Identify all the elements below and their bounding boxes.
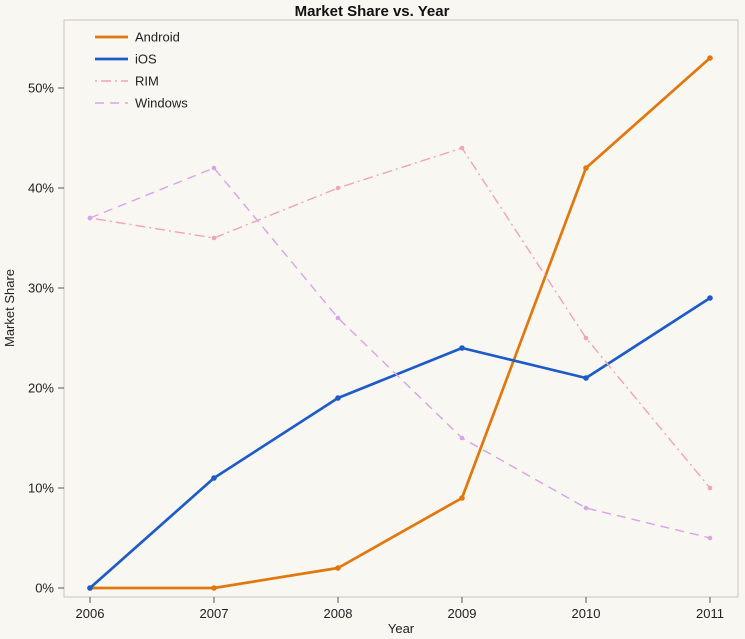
data-point-windows xyxy=(459,435,465,441)
legend-label-ios: iOS xyxy=(135,52,157,67)
y-tick-label: 20% xyxy=(28,381,54,396)
x-axis-label: Year xyxy=(388,621,415,636)
series-line-windows xyxy=(89,167,711,539)
x-tick-label: 2008 xyxy=(324,606,353,621)
y-tick-label: 40% xyxy=(28,181,54,196)
plot-frame xyxy=(63,19,739,598)
data-point-rim xyxy=(583,335,589,341)
y-tick-label: 0% xyxy=(35,581,54,596)
data-point-windows xyxy=(707,535,713,541)
y-tick-label: 30% xyxy=(28,281,54,296)
data-point-rim xyxy=(335,185,341,191)
data-point-windows xyxy=(335,315,341,321)
data-point-ios xyxy=(459,345,465,351)
data-point-android xyxy=(583,165,589,171)
data-point-windows xyxy=(87,215,93,221)
data-point-ios xyxy=(87,585,93,591)
legend-label-windows: Windows xyxy=(135,96,188,111)
data-point-windows xyxy=(211,165,217,171)
data-point-rim xyxy=(211,235,217,241)
series-line-android xyxy=(90,56,711,590)
legend-label-android: Android xyxy=(135,30,180,45)
data-point-rim xyxy=(707,485,713,491)
x-tick-label: 2007 xyxy=(200,606,229,621)
series-line-rim xyxy=(89,147,711,489)
x-tick-label: 2006 xyxy=(76,606,105,621)
data-point-ios xyxy=(583,375,589,381)
data-point-android xyxy=(707,55,713,61)
y-tick-label: 10% xyxy=(28,481,54,496)
y-axis-label: Market Share xyxy=(2,269,17,347)
data-point-ios xyxy=(707,295,713,301)
data-point-windows xyxy=(583,505,589,511)
x-tick-label: 2011 xyxy=(696,606,724,621)
data-point-android xyxy=(335,565,341,571)
data-point-android xyxy=(211,585,217,591)
data-point-android xyxy=(459,495,465,501)
data-point-ios xyxy=(335,395,341,401)
plot-layer: 0% 10% 20% 30% 40% 50% 2006 2007 2008 2009 2010 201… xyxy=(28,19,739,621)
x-tick-label: 2009 xyxy=(448,606,477,621)
chart-title: Market Share vs. Year xyxy=(295,3,450,20)
y-tick-label: 50% xyxy=(28,81,54,96)
x-tick-label: 2010 xyxy=(572,606,601,621)
legend-label-rim: RIM xyxy=(135,74,159,89)
series-line-ios xyxy=(89,296,711,590)
data-point-rim xyxy=(459,145,465,151)
data-point-ios xyxy=(211,475,217,481)
